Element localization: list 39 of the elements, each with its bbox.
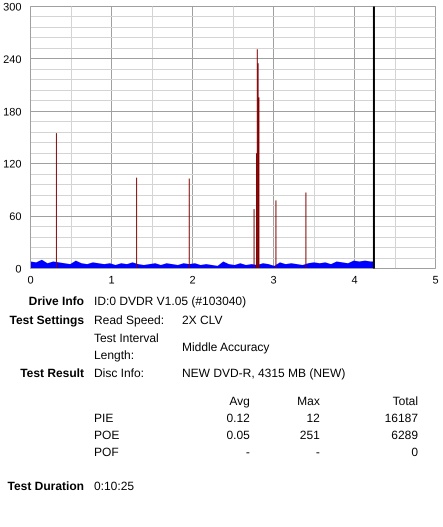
text: Total bbox=[392, 393, 419, 410]
text: POE bbox=[93, 427, 120, 444]
text: NEW DVD-R, 4315 MB (NEW) bbox=[181, 365, 346, 382]
x-tick-label: 0 bbox=[27, 274, 34, 286]
text: PIE bbox=[93, 410, 114, 427]
text: 0:10:25 bbox=[93, 478, 136, 495]
text: Middle Accuracy bbox=[181, 338, 270, 356]
text: 12 bbox=[305, 410, 321, 427]
x-tick-label: 2 bbox=[189, 274, 196, 286]
text: Max bbox=[296, 393, 321, 410]
y-tick-label: 240 bbox=[3, 54, 22, 66]
text: 0.12 bbox=[225, 410, 251, 427]
text: 2X CLV bbox=[181, 312, 224, 329]
y-tick-label: 180 bbox=[3, 106, 22, 118]
y-tick-label: 0 bbox=[15, 264, 22, 276]
text: Test Interval Length: bbox=[93, 330, 160, 364]
text: Disc Info: bbox=[93, 365, 146, 382]
text: Test Result bbox=[19, 365, 85, 382]
y-tick-label: 60 bbox=[9, 211, 22, 224]
text: Test Duration bbox=[6, 478, 85, 495]
text: Test Settings bbox=[8, 312, 85, 329]
text: Drive Info bbox=[28, 293, 85, 310]
x-tick-label: 1 bbox=[108, 274, 115, 286]
text: 251 bbox=[298, 427, 321, 444]
text: 0.05 bbox=[225, 427, 251, 444]
x-tick-label: 3 bbox=[270, 274, 277, 286]
x-tick-label: 4 bbox=[351, 274, 358, 286]
text: POF bbox=[93, 444, 120, 461]
x-tick-label: 5 bbox=[432, 274, 439, 286]
text: ID:0 DVDR V1.05 (#103040) bbox=[93, 293, 248, 310]
text: 6289 bbox=[390, 427, 419, 444]
text: 0 bbox=[410, 444, 419, 461]
y-tick-label: 120 bbox=[3, 158, 22, 171]
text: - bbox=[244, 444, 251, 461]
y-tick-label: 300 bbox=[3, 2, 22, 14]
text: Avg bbox=[228, 393, 251, 410]
text: Read Speed: bbox=[93, 312, 166, 329]
text: - bbox=[314, 444, 321, 461]
text: 16187 bbox=[384, 410, 419, 427]
